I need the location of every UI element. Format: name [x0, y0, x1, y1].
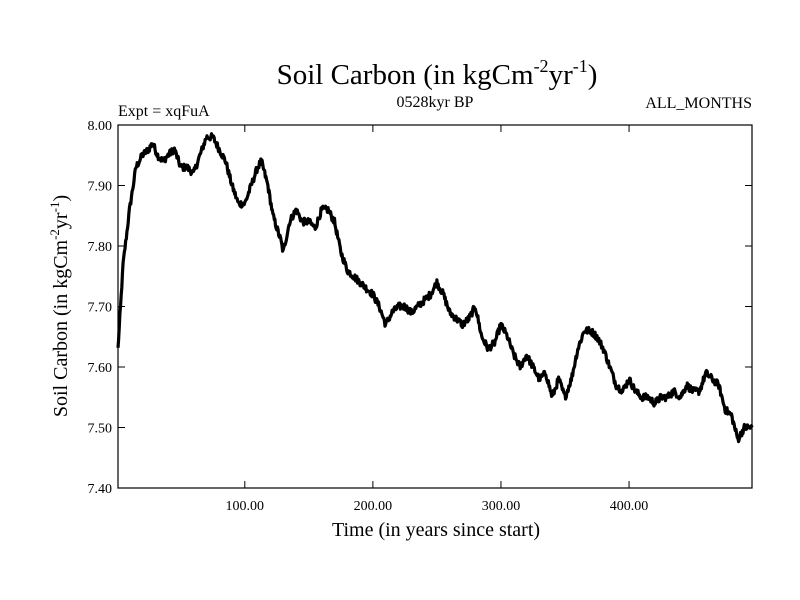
y-tick-label: 7.50 — [88, 422, 113, 437]
y-tick-label: 7.90 — [88, 180, 113, 195]
x-tick-label: 300.00 — [482, 499, 521, 514]
y-tick-label: 8.00 — [88, 119, 113, 134]
y-tick-label: 7.80 — [88, 240, 113, 255]
y-axis-label: Soil Carbon (in kgCm-2yr-1) — [47, 195, 72, 417]
x-axis-label: Time (in years since start) — [332, 519, 540, 541]
subtitle-period: 0528kyr BP — [397, 94, 474, 111]
plot-frame — [117, 124, 753, 489]
y-tick-label: 7.70 — [88, 301, 113, 316]
soil-carbon-series-line — [116, 132, 754, 444]
x-tick-label: 100.00 — [226, 499, 265, 514]
x-axis-ticks: 100.00 200.00 300.00 400.00 — [226, 125, 649, 514]
x-tick-label: 200.00 — [354, 499, 393, 514]
y-axis-ticks: 7.40 7.50 7.60 7.70 7.80 7.90 8.00 — [88, 119, 752, 497]
y-tick-label: 7.40 — [88, 482, 113, 497]
y-tick-label: 7.60 — [88, 361, 113, 376]
x-tick-label: 400.00 — [610, 499, 649, 514]
subtitle-months: ALL_MONTHS — [645, 95, 752, 112]
chart-title: Soil Carbon (in kgCm-2yr-1) — [277, 56, 598, 91]
subtitle-experiment: Expt = xqFuA — [118, 103, 210, 120]
